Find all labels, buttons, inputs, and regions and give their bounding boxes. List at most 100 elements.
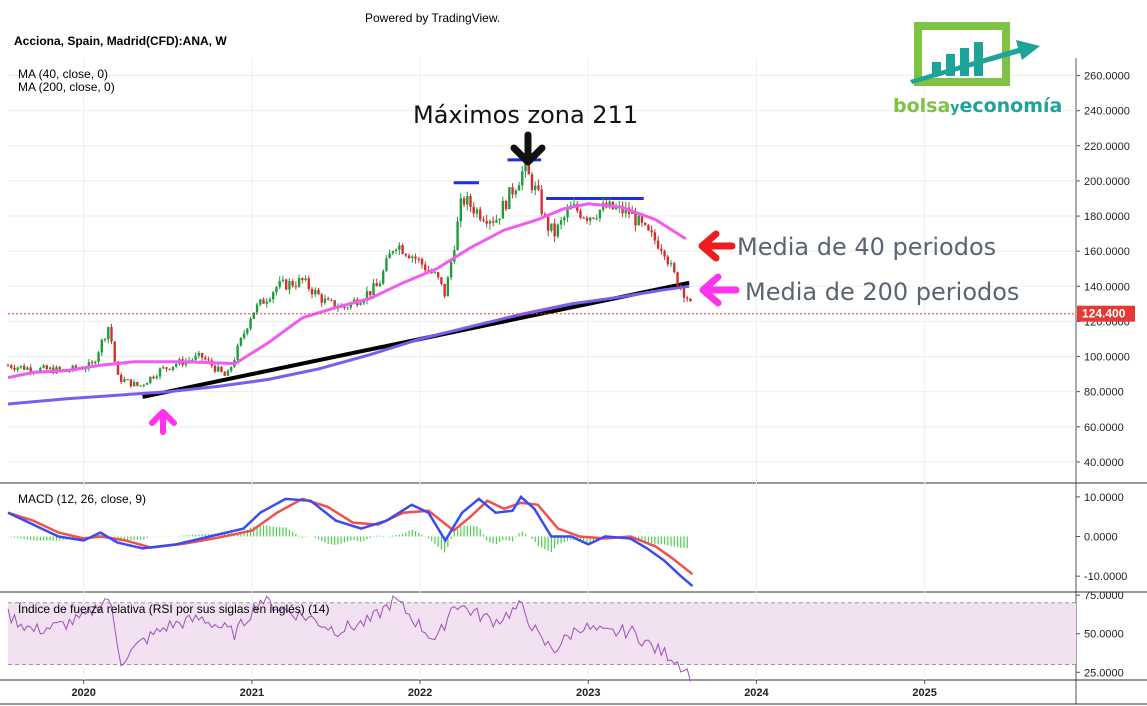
candle-body [449,261,453,278]
candle-body [307,278,310,289]
candle-body [126,379,129,381]
candle-body [149,376,152,383]
y-tick-label: 0.0000 [1084,532,1118,544]
candle-body [682,287,686,298]
candle-body [517,185,521,191]
candle-body [58,366,61,370]
candle-body [22,365,26,370]
candle-body [139,385,142,387]
candle-body [369,291,372,296]
candle-body [291,280,294,286]
candle-body [440,277,443,284]
candle-body [424,264,427,271]
candle-body [566,209,569,218]
x-tick-label: 2022 [408,687,432,699]
candle-body [501,200,505,219]
candle-body [272,292,275,300]
candle-body [482,219,485,221]
candle-body [689,298,692,302]
candle-body [420,258,424,265]
candle-body [640,215,644,223]
candle-body [498,218,501,221]
candle-body [10,365,13,368]
candle-body [301,278,304,280]
candle-body [314,289,317,295]
candle-body [74,365,78,369]
candle-body [220,366,223,372]
candle-body [521,171,524,186]
candle-body [666,256,670,265]
candle-body [284,279,288,290]
candle-body [120,374,123,382]
candle-body [540,189,543,215]
candle-body [524,162,527,172]
candle-body [673,263,676,273]
candle-body [504,200,508,210]
candle-body [669,263,673,265]
candle-body [116,361,120,375]
candle-body [158,368,162,377]
candle-body [663,250,666,257]
candle-body [333,300,336,309]
candle-body [676,272,679,286]
candle-body [136,381,139,386]
y-tick-label: 260.0000 [1084,71,1130,83]
candle-body [365,291,369,301]
candle-body [459,198,463,222]
left-arrow-icon-red [698,230,736,262]
y-tick-label: 10.0000 [1084,492,1124,504]
annotation-ma200: Media de 200 periodos [745,278,1019,306]
y-tick-label: 240.0000 [1084,106,1130,118]
candle-body [123,379,126,382]
candle-body [631,211,634,214]
candle-body [94,361,97,364]
candle-body [281,279,285,281]
candle-body [217,366,220,372]
candle-body [223,371,226,376]
last-price-badge [1077,305,1135,322]
candle-body [404,253,408,256]
candle-body [553,223,556,237]
candle-body [637,215,640,226]
candle-body [107,327,110,340]
candle-body [592,217,595,219]
candle-body [446,277,450,297]
candle-body [621,205,624,214]
candle-body [242,333,246,338]
candle-body [304,278,307,280]
candle-body [39,367,42,372]
candle-body [87,362,91,369]
rsi-title: Índice de fuerza relativa (RSI por sus s… [18,601,329,616]
candle-body [45,365,49,370]
candle-body [239,337,243,346]
candle-body [595,218,598,220]
ma200-line [7,284,690,406]
candle-body [479,209,482,220]
candle-body [456,221,459,251]
candle-body [624,207,627,214]
candle-body [488,221,492,224]
candle-body [582,217,585,219]
ma40-line [7,202,687,380]
candle-body [145,382,149,385]
y-tick-label: 140.0000 [1084,281,1130,293]
candle-body [469,196,472,207]
candle-body [259,299,262,305]
y-tick-label: 220.0000 [1084,141,1130,153]
candle-body [401,245,404,254]
y-tick-label: 200.0000 [1084,176,1130,188]
candle-body [359,303,362,306]
candle-body [372,283,375,296]
candle-body [417,258,420,260]
candle-body [543,214,547,216]
last-price-label: 124.400 [1082,307,1126,321]
candle-body [407,255,411,259]
candle-body [330,299,333,301]
macd-title: MACD (12, 26, close, 9) [18,492,146,506]
candle-body [42,365,45,368]
annotation-top-zone: Máximos zona 211 [413,101,638,129]
symbol-title: Acciona, Spain, Madrid(CFD):ANA, W [14,34,227,48]
x-tick-label: 2025 [912,687,936,699]
candle-body [255,304,259,313]
